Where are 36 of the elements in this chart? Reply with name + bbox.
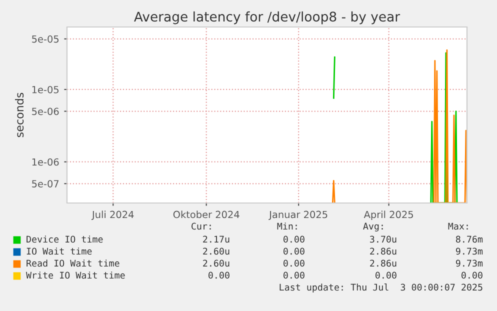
text: Avg: [363, 222, 383, 232]
text: 0.00 [284, 272, 304, 279]
x-tick-label: Juli 2024 [91, 210, 134, 220]
text: Last update: Thu Jul 3 00:00:07 2025 [280, 284, 482, 292]
x-tick-label: Oktober 2024 [173, 210, 240, 218]
x-tick-label: April 2025 [364, 210, 413, 220]
legend-label: Write IO Wait time [26, 272, 125, 279]
text: 3.70u [370, 236, 396, 243]
text: 2.86u [370, 260, 396, 267]
text: 9.73m [456, 260, 483, 267]
legend-label: IO Wait time [26, 248, 92, 255]
text: Cur: [192, 222, 211, 230]
x-tick-label: Januar 2025 [268, 210, 328, 220]
text: 0.00 [376, 272, 396, 279]
legend-label: Read IO Wait time [26, 260, 120, 267]
text: 9.73m [456, 248, 483, 255]
y-axis-title: seconds [15, 92, 24, 138]
y-tick-label: 1e-06 [32, 158, 59, 166]
text: 0.00 [462, 272, 482, 279]
text: 2.17u [203, 236, 230, 243]
text: Min: [277, 222, 297, 230]
y-tick-label: 5e-06 [32, 108, 59, 116]
text: 2.60u [203, 248, 230, 255]
y-tick-label: 5e-07 [32, 180, 59, 188]
text: 2.86u [370, 248, 396, 255]
y-tick-label: 1e-05 [32, 86, 59, 94]
chart-title: Average latency for /dev/loop8 - by year [134, 11, 400, 24]
text: 8.76m [456, 236, 483, 243]
text: 0.00 [284, 236, 304, 243]
text: 0.00 [284, 248, 304, 255]
legend-label: Device IO time [26, 236, 103, 243]
y-tick-label: 5e-05 [32, 35, 59, 43]
text: 0.00 [208, 272, 230, 279]
text: 0.00 [284, 260, 304, 267]
text: 2.60u [203, 260, 230, 267]
text: Max: [448, 222, 468, 230]
